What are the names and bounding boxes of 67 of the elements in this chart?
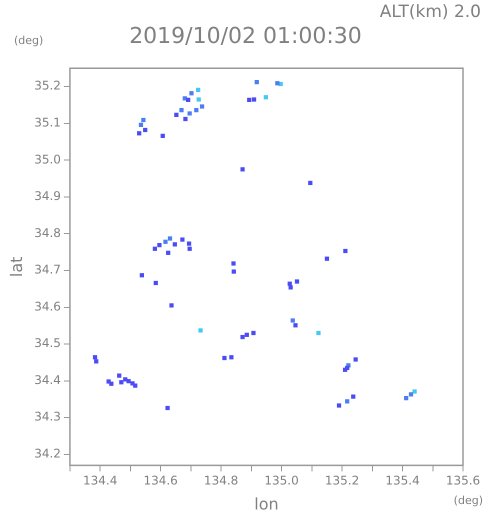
x-tick-label: 134.4: [82, 474, 118, 488]
point: [351, 394, 356, 399]
point: [143, 128, 148, 132]
text: (deg): [14, 34, 44, 47]
point: [288, 282, 292, 286]
point: [152, 246, 158, 251]
point: [232, 269, 236, 274]
point: [324, 256, 330, 261]
point: [254, 80, 259, 84]
point: [247, 98, 252, 102]
point: [94, 359, 98, 364]
point: [138, 122, 144, 127]
y-tick-label: 35.2: [34, 78, 61, 93]
y-tick-label: 34.6: [34, 299, 61, 314]
point: [119, 380, 124, 384]
point: [186, 98, 190, 102]
point: [174, 112, 178, 118]
y-tick-label: 34.9: [34, 189, 61, 204]
x-tick-label: 134.6: [143, 474, 178, 488]
y-tick-label: 34.2: [34, 446, 61, 460]
y-tick-label: 34.5: [34, 336, 61, 350]
point: [342, 368, 348, 372]
point: [188, 246, 192, 251]
x-tick-label: 135.4: [385, 474, 420, 488]
point: [264, 95, 268, 100]
x-tick-label: 135.6: [446, 474, 480, 488]
y-tick-label: 34.7: [34, 262, 61, 277]
point: [293, 323, 298, 328]
chart-subtitle: ALT(km) 2.0: [380, 2, 481, 22]
point: [308, 180, 312, 186]
point: [154, 280, 158, 286]
y-tick-label: 35.1: [34, 115, 61, 130]
point: [404, 396, 408, 400]
point: [92, 355, 98, 360]
point: [137, 131, 142, 136]
x-tick-label: 135.2: [324, 474, 360, 488]
point: [194, 108, 198, 112]
point: [133, 383, 138, 388]
point: [163, 240, 168, 244]
point: [345, 399, 350, 404]
point: [244, 332, 249, 337]
point: [229, 355, 234, 360]
point: [189, 91, 194, 96]
point: [117, 374, 122, 378]
text: (deg): [454, 494, 483, 507]
point: [160, 134, 165, 138]
point: [172, 242, 177, 246]
point: [240, 167, 245, 172]
point: [354, 357, 358, 362]
chart-title: 2019/10/02 01:00:30: [129, 24, 362, 49]
point: [188, 111, 192, 116]
point: [186, 242, 192, 246]
point: [196, 97, 201, 102]
y-tick-label: 34.8: [34, 226, 61, 240]
y-axis-title: lat: [6, 256, 26, 278]
point: [275, 81, 280, 86]
x-axis-title: lon: [254, 494, 279, 514]
x-tick-label: 134.8: [204, 474, 238, 488]
y-tick-label: 35.0: [34, 152, 61, 166]
y-tick-label: 34.3: [34, 410, 61, 424]
point: [290, 318, 295, 323]
point: [140, 273, 144, 278]
point: [288, 285, 293, 290]
y-tick-label: 34.4: [34, 372, 61, 387]
point: [166, 250, 170, 255]
x-tick-label: 135.0: [264, 474, 299, 488]
point: [123, 377, 128, 382]
